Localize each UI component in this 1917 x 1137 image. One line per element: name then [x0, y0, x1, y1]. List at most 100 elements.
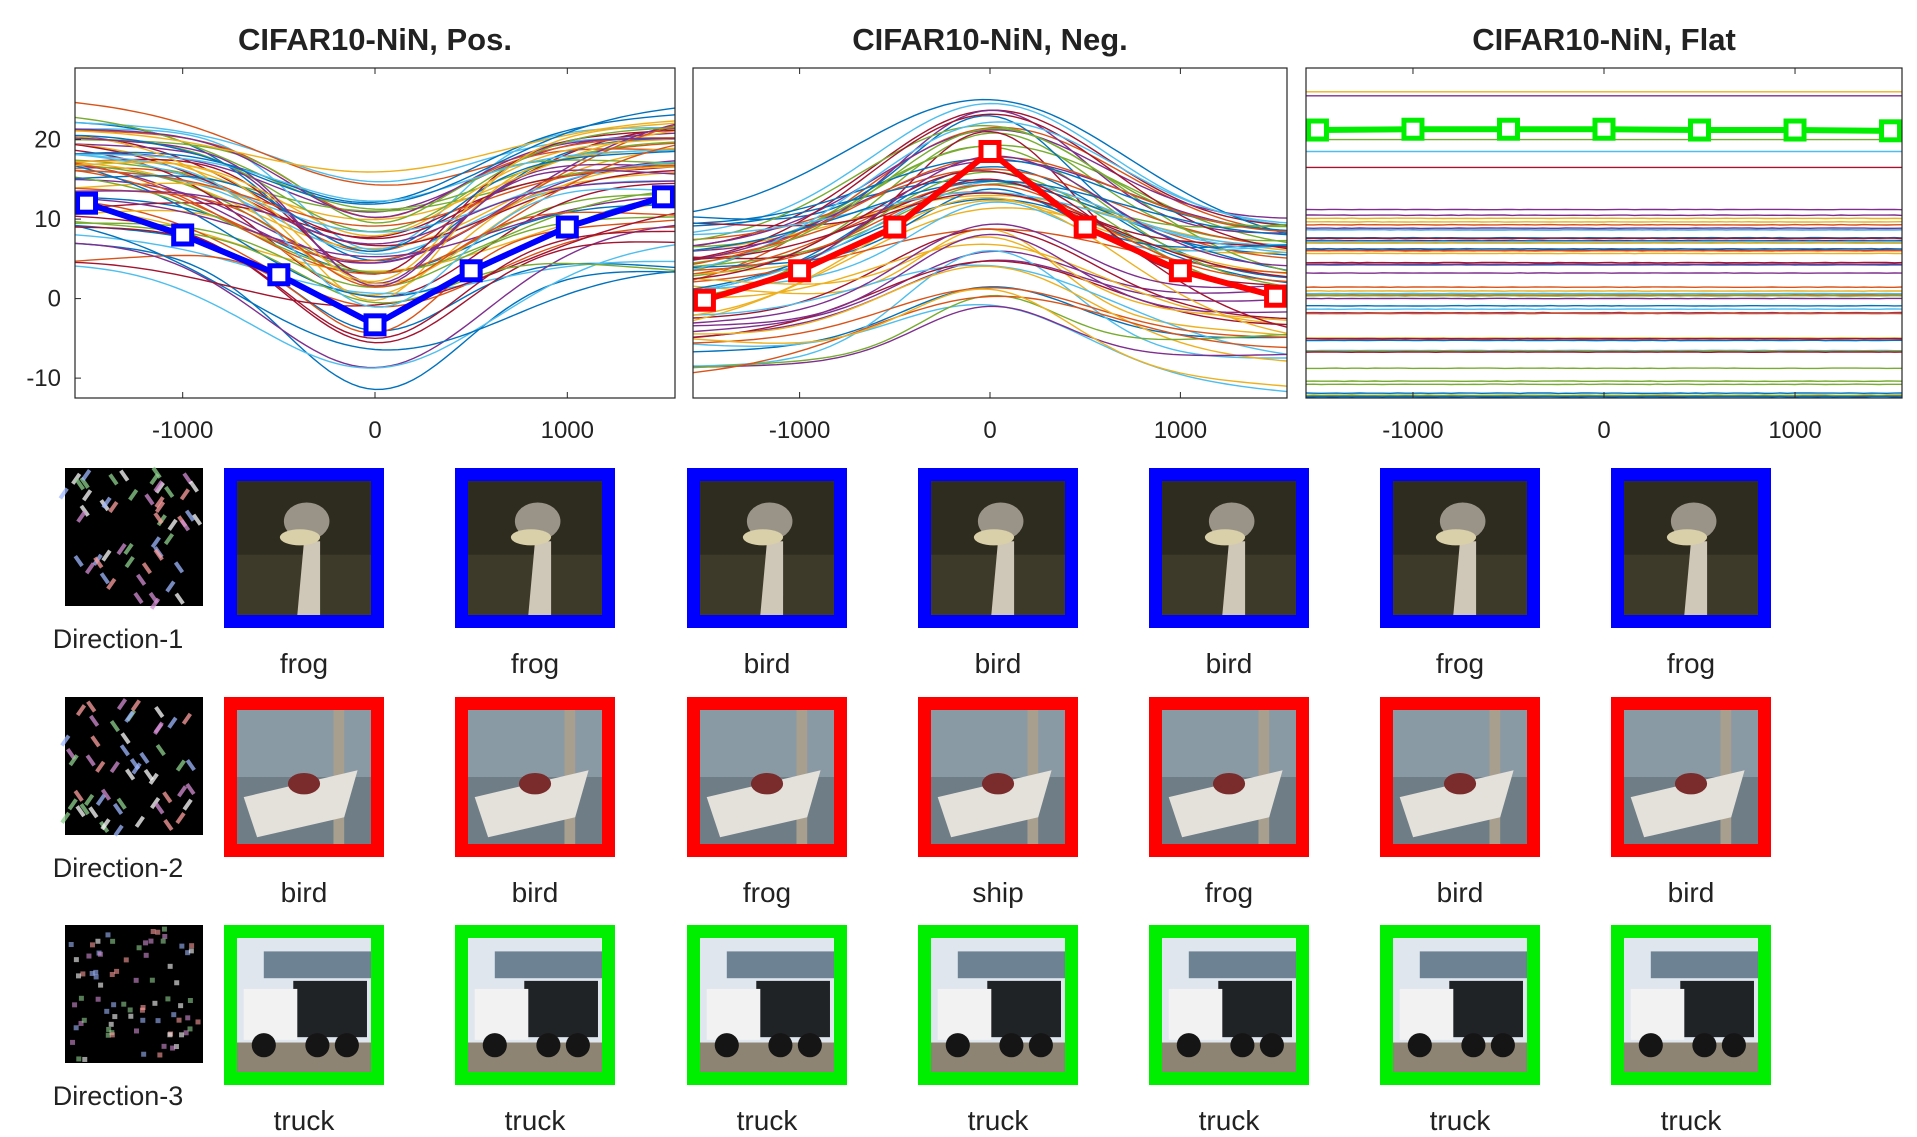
truck-wheel	[1490, 1033, 1515, 1058]
direction-noise-speck	[95, 996, 101, 1002]
direction-noise-speck	[179, 1032, 185, 1038]
direction-label: Direction-2	[53, 853, 184, 883]
x-tick-label: 0	[1597, 417, 1610, 444]
highlight-series-marker	[1401, 117, 1425, 141]
direction-noise-speck	[150, 536, 161, 549]
direction-noise-speck	[182, 472, 193, 485]
background-curve	[75, 128, 675, 219]
direction-noise-speck	[160, 938, 166, 944]
direction-noise-speck	[109, 761, 120, 774]
direction-noise-speck	[157, 1052, 163, 1058]
truck-wheel	[251, 1033, 276, 1058]
direction-noise-speck	[150, 796, 161, 810]
background-curve	[693, 192, 1287, 278]
background-curve	[75, 234, 675, 295]
perturbed-image-cell: frog	[1611, 468, 1771, 679]
perturbed-image-cell: bird	[1611, 697, 1771, 908]
direction-noise-speck	[81, 1017, 87, 1023]
direction-noise-speck	[149, 473, 160, 486]
direction-noise-speck	[116, 797, 127, 810]
background-curve	[75, 147, 675, 302]
background-curve	[75, 114, 675, 204]
prediction-label: frog	[743, 877, 791, 908]
direction-noise-speck	[100, 818, 111, 831]
direction-noise-speck	[161, 1043, 167, 1049]
direction-noise-speck	[108, 1021, 114, 1027]
direction-noise-speck	[155, 743, 166, 757]
truck-bed	[987, 980, 1061, 1038]
direction-noise-speck	[99, 572, 110, 585]
direction-noise-speck	[101, 496, 112, 509]
background-curve	[75, 242, 675, 391]
highlight-series-marker	[978, 139, 1002, 163]
background-curve	[693, 115, 1287, 256]
prediction-label: truck	[737, 1105, 799, 1136]
direction-noise-speck	[108, 473, 119, 486]
direction-noise-speck	[143, 768, 154, 782]
direction-noise-speck	[128, 1013, 134, 1019]
direction-noise-speck	[89, 714, 100, 727]
background-curve	[693, 191, 1287, 254]
direction-noise-speck	[58, 487, 69, 500]
perturbed-image-cell: frog	[1149, 697, 1309, 908]
ostrich-neck	[528, 541, 552, 615]
background-curve	[693, 243, 1287, 326]
direction-noise-speck	[114, 968, 120, 974]
x-tick-label: -1000	[1382, 417, 1443, 444]
direction-noise-speck	[195, 1019, 201, 1025]
background-curve	[693, 223, 1287, 324]
highlight-series-marker	[1305, 118, 1329, 142]
direction-noise-speck	[175, 812, 186, 825]
direction-noise-speck	[173, 561, 185, 574]
direction-noise-speck	[154, 802, 165, 815]
direction-noise-speck	[133, 977, 139, 983]
truck-cab	[706, 988, 761, 1040]
prediction-label: truck	[274, 1105, 336, 1136]
truck-cab	[937, 988, 992, 1040]
direction-noise-speck	[140, 1017, 146, 1023]
truck-bed	[756, 980, 830, 1038]
direction-noise-speck	[93, 556, 104, 569]
person	[1443, 772, 1477, 795]
perturbed-image-cell: frog	[224, 468, 384, 679]
ostrich-beak	[1204, 529, 1246, 546]
background-curve	[75, 124, 675, 262]
perturbed-image-cell: truck	[455, 925, 615, 1136]
truck-bed	[524, 980, 598, 1038]
background-curve	[75, 120, 675, 173]
direction-noise-speck	[148, 772, 159, 785]
highlight-series-marker	[1592, 117, 1616, 141]
direction-noise-speck	[127, 1007, 133, 1013]
direction-noise-speck	[75, 704, 87, 717]
background-curve	[693, 197, 1287, 334]
truck-cab	[1630, 988, 1685, 1040]
perturbed-image-cell: truck	[1611, 925, 1771, 1136]
ostrich-beak	[742, 529, 784, 546]
background-curve	[693, 260, 1287, 339]
background-curve	[75, 164, 675, 227]
direction-noise-speck	[133, 592, 144, 605]
direction-noise-speck	[141, 562, 153, 575]
highlight-series-marker	[692, 288, 716, 312]
prediction-label: truck	[1199, 1105, 1261, 1136]
direction-noise-speck	[95, 938, 101, 944]
highlight-series-marker	[651, 185, 675, 209]
direction-noise-speck	[179, 488, 190, 501]
photo-building	[1650, 951, 1758, 979]
direction-noise-speck	[167, 1032, 173, 1038]
direction-noise-speck	[170, 1045, 176, 1051]
background-curve	[75, 149, 675, 202]
boat-hull	[706, 770, 821, 838]
direction-noise-speck	[161, 926, 167, 932]
direction-noise-speck	[184, 509, 196, 522]
direction-noise-speck	[121, 1001, 127, 1007]
direction-noise-speck	[68, 942, 74, 948]
truck-wheel	[768, 1033, 793, 1058]
direction-noise-speck	[155, 929, 161, 935]
direction-noise-speck	[171, 1012, 177, 1018]
direction-noise-speck	[181, 712, 192, 725]
truck-wheel	[1028, 1033, 1053, 1058]
x-tick-label: -1000	[769, 417, 830, 444]
direction-noise-speck	[79, 504, 90, 517]
y-tick-label: 10	[34, 206, 61, 233]
